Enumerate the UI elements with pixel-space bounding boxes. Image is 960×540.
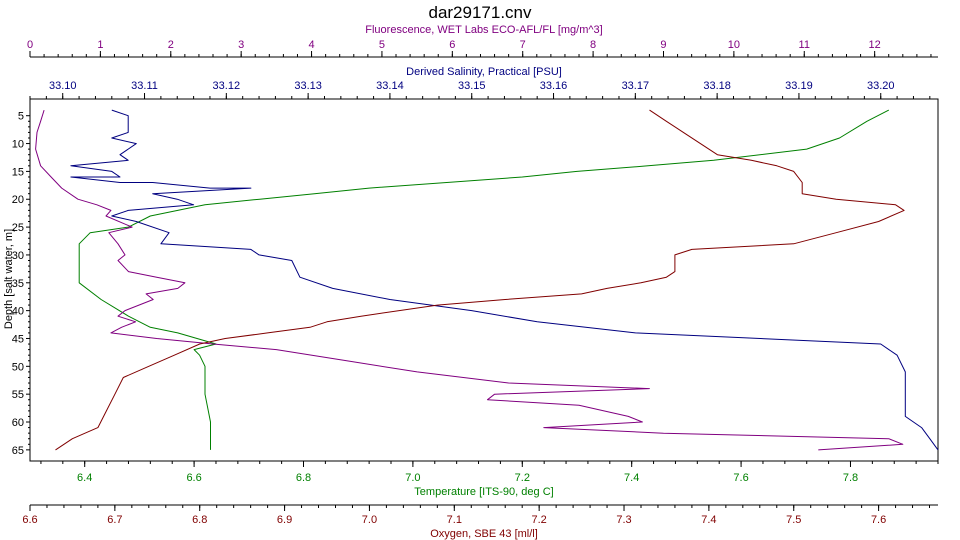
x-axis-title-temp: Temperature [ITS-90, deg C] [414,486,553,498]
x-tick-label-oxy: 7.2 [532,514,547,526]
x-tick-label-fluor: 6 [449,39,455,51]
x-tick-label-oxy: 7.1 [447,514,462,526]
y-axis-label: Depth [salt water, m] [3,229,15,329]
series-line-oxy [55,109,905,451]
y-tick-label: 55 [12,389,24,401]
x-tick-label-fluor: 10 [728,39,740,51]
series-line-sal [70,109,939,451]
series-line-temp [78,109,890,450]
x-tick-label-fluor: 2 [168,39,174,51]
x-tick-label-temp: 7.0 [405,472,420,484]
x-tick-label-sal: 33.12 [213,80,241,92]
y-tick-label: 10 [12,139,24,151]
x-tick-label-temp: 6.4 [77,472,92,484]
x-tick-label-sal: 33.17 [622,80,650,92]
plot-frame [29,98,939,462]
x-tick-label-fluor: 5 [379,39,385,51]
y-tick-label: 30 [12,250,24,262]
x-tick-label-sal: 33.10 [49,80,77,92]
x-tick-label-sal: 33.20 [867,80,895,92]
x-tick-label-sal: 33.13 [294,80,322,92]
x-tick-label-fluor: 1 [97,39,103,51]
x-tick-label-fluor: 4 [308,39,314,51]
y-tick-label: 65 [12,445,24,457]
x-tick-label-temp: 6.6 [186,472,201,484]
y-tick-label: 25 [12,222,24,234]
x-tick-label-temp: 7.4 [624,472,639,484]
x-tick-label-oxy: 7.5 [786,514,801,526]
x-tick-label-temp: 7.8 [843,472,858,484]
x-tick-label-oxy: 7.6 [871,514,886,526]
x-tick-label-fluor: 12 [869,39,881,51]
x-tick-label-fluor: 3 [238,39,244,51]
y-tick-label: 45 [12,333,24,345]
x-tick-label-oxy: 6.6 [22,514,37,526]
x-axis-title-fluor: Fluorescence, WET Labs ECO-AFL/FL [mg/m^… [365,24,602,36]
x-tick-label-oxy: 7.3 [616,514,631,526]
x-tick-label-fluor: 7 [520,39,526,51]
x-axis-title-sal: Derived Salinity, Practical [PSU] [406,66,562,78]
y-tick-label: 35 [12,278,24,290]
x-tick-label-oxy: 6.9 [277,514,292,526]
x-tick-label-oxy: 7.4 [701,514,716,526]
x-tick-label-fluor: 11 [799,39,810,51]
x-tick-label-oxy: 6.8 [192,514,207,526]
x-tick-label-sal: 33.14 [376,80,404,92]
x-tick-label-fluor: 0 [27,39,33,51]
x-tick-label-temp: 6.8 [296,472,311,484]
x-tick-label-fluor: 9 [660,39,666,51]
y-tick-label: 40 [12,306,24,318]
chart-title: dar29171.cnv [428,3,532,22]
x-tick-label-sal: 33.11 [131,80,158,92]
series-line-fluor [35,109,904,451]
y-tick-label: 50 [12,361,24,373]
x-tick-label-sal: 33.16 [540,80,568,92]
x-axis-title-oxy: Oxygen, SBE 43 [ml/l] [430,528,538,540]
x-tick-label-temp: 7.6 [733,472,748,484]
x-tick-label-oxy: 6.7 [107,514,122,526]
x-tick-label-sal: 33.15 [458,80,486,92]
y-tick-label: 5 [18,111,24,123]
y-tick-label: 60 [12,417,24,429]
x-tick-label-sal: 33.18 [703,80,731,92]
x-tick-label-fluor: 8 [590,39,596,51]
y-tick-label: 20 [12,194,24,206]
y-tick-label: 15 [12,166,24,178]
x-tick-label-temp: 7.2 [515,472,530,484]
x-tick-label-sal: 33.19 [785,80,813,92]
x-tick-label-oxy: 7.0 [362,514,377,526]
